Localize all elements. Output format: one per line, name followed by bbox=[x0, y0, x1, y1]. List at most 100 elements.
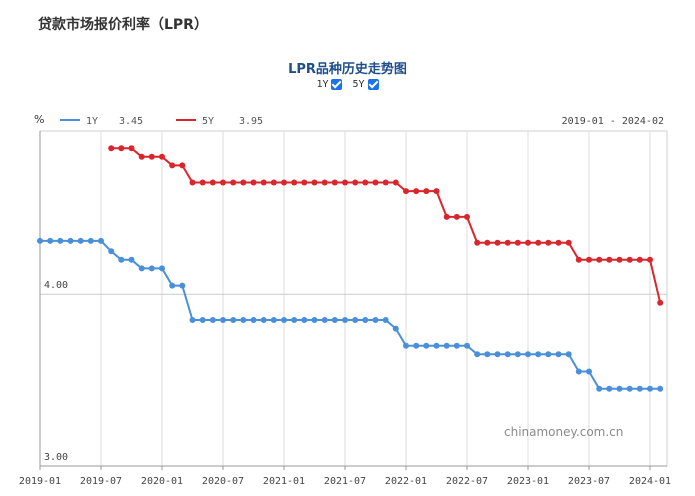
data-point-5y bbox=[606, 256, 613, 263]
data-point-1y bbox=[606, 385, 613, 392]
legend-1y-name: 1Y bbox=[86, 116, 98, 127]
data-point-1y bbox=[514, 351, 521, 358]
data-point-5y bbox=[270, 179, 277, 186]
data-point-5y bbox=[138, 153, 145, 160]
chart-title: LPR品种历史走势图 bbox=[288, 62, 407, 77]
x-tick-label: 2019-07 bbox=[80, 476, 122, 487]
data-point-1y bbox=[331, 317, 338, 323]
data-point-1y bbox=[545, 351, 552, 358]
data-point-1y bbox=[301, 317, 308, 323]
data-point-1y bbox=[128, 256, 135, 263]
data-point-5y bbox=[362, 179, 369, 186]
data-point-1y bbox=[575, 368, 582, 375]
data-point-1y bbox=[108, 248, 115, 255]
checkbox-5y[interactable] bbox=[367, 79, 379, 90]
x-tick-label: 2019-01 bbox=[19, 476, 61, 487]
legend-5y-value: 3.95 bbox=[239, 116, 263, 127]
data-point-1y bbox=[352, 317, 359, 323]
data-point-5y bbox=[474, 239, 481, 246]
data-point-1y bbox=[148, 265, 155, 272]
data-point-5y bbox=[494, 239, 501, 246]
data-point-1y bbox=[504, 351, 511, 358]
data-point-1y bbox=[240, 317, 247, 323]
data-point-1y bbox=[565, 351, 572, 358]
legend: 1Y 3.45 5Y 3.95 bbox=[60, 116, 263, 127]
data-point-1y bbox=[616, 385, 623, 392]
data-point-1y bbox=[250, 317, 257, 323]
data-point-5y bbox=[464, 213, 470, 220]
data-point-1y bbox=[423, 342, 430, 349]
data-point-1y bbox=[443, 342, 450, 349]
data-point-1y bbox=[77, 237, 84, 244]
page-title: 贷款市场报价利率（LPR） bbox=[38, 17, 208, 33]
data-point-5y bbox=[240, 179, 247, 186]
data-point-1y bbox=[321, 317, 328, 323]
data-point-5y bbox=[169, 162, 176, 169]
data-point-1y bbox=[382, 317, 389, 323]
legend-5y-name: 5Y bbox=[202, 116, 214, 127]
data-point-1y bbox=[179, 282, 186, 289]
data-point-1y bbox=[596, 385, 603, 392]
series-5y bbox=[108, 145, 664, 306]
data-point-1y bbox=[494, 351, 501, 358]
toggle-1y[interactable]: 1Y bbox=[316, 79, 343, 90]
data-point-5y bbox=[281, 179, 287, 186]
data-point-5y bbox=[535, 239, 542, 246]
data-point-5y bbox=[403, 188, 409, 195]
data-point-1y bbox=[555, 351, 562, 358]
data-point-1y bbox=[159, 265, 165, 272]
series bbox=[37, 145, 664, 392]
data-point-1y bbox=[138, 265, 145, 272]
series-toggles: 1Y 5Y bbox=[0, 79, 695, 90]
data-point-5y bbox=[250, 179, 257, 186]
data-point-1y bbox=[626, 385, 633, 392]
watermark: chinamoney.com.cn bbox=[504, 425, 623, 439]
data-point-5y bbox=[575, 256, 582, 263]
data-point-5y bbox=[209, 179, 216, 186]
y-unit-label: % bbox=[34, 113, 44, 126]
data-point-5y bbox=[260, 179, 267, 186]
data-point-1y bbox=[413, 342, 420, 349]
data-point-5y bbox=[626, 256, 633, 263]
data-point-5y bbox=[657, 299, 664, 306]
data-point-1y bbox=[169, 282, 176, 289]
data-point-5y bbox=[433, 188, 440, 195]
x-tick-label: 2020-07 bbox=[202, 476, 244, 487]
data-point-1y bbox=[281, 317, 287, 323]
data-point-5y bbox=[291, 179, 298, 186]
data-point-1y bbox=[433, 342, 440, 349]
y-tick-label: 3.00 bbox=[44, 452, 68, 463]
checkbox-1y[interactable] bbox=[331, 79, 343, 90]
data-point-1y bbox=[209, 317, 216, 323]
date-range-label: 2019-01 - 2024-02 bbox=[562, 116, 664, 127]
data-point-1y bbox=[392, 325, 399, 332]
toggle-5y[interactable]: 5Y bbox=[353, 79, 379, 90]
data-point-1y bbox=[47, 237, 54, 244]
x-tick-label: 2023-01 bbox=[507, 476, 549, 487]
data-point-5y bbox=[230, 179, 237, 186]
data-point-5y bbox=[372, 179, 379, 186]
data-point-1y bbox=[199, 317, 206, 323]
data-point-5y bbox=[179, 162, 186, 169]
data-point-5y bbox=[148, 153, 155, 160]
data-point-5y bbox=[392, 179, 399, 186]
data-point-1y bbox=[291, 317, 298, 323]
data-point-1y bbox=[636, 385, 643, 392]
data-point-1y bbox=[453, 342, 460, 349]
data-point-1y bbox=[657, 385, 664, 392]
data-point-1y bbox=[586, 368, 592, 375]
data-point-5y bbox=[586, 256, 592, 263]
data-point-5y bbox=[596, 256, 603, 263]
data-point-5y bbox=[321, 179, 328, 186]
data-point-1y bbox=[37, 237, 43, 244]
data-point-1y bbox=[342, 317, 348, 323]
series-line-1y bbox=[40, 239, 661, 390]
data-point-1y bbox=[270, 317, 277, 323]
data-point-5y bbox=[555, 239, 562, 246]
x-tick-label: 2022-01 bbox=[385, 476, 427, 487]
data-point-5y bbox=[108, 145, 115, 152]
x-tick-label: 2024-01 bbox=[629, 476, 671, 487]
data-point-5y bbox=[504, 239, 511, 246]
x-tick-label: 2021-07 bbox=[324, 476, 366, 487]
